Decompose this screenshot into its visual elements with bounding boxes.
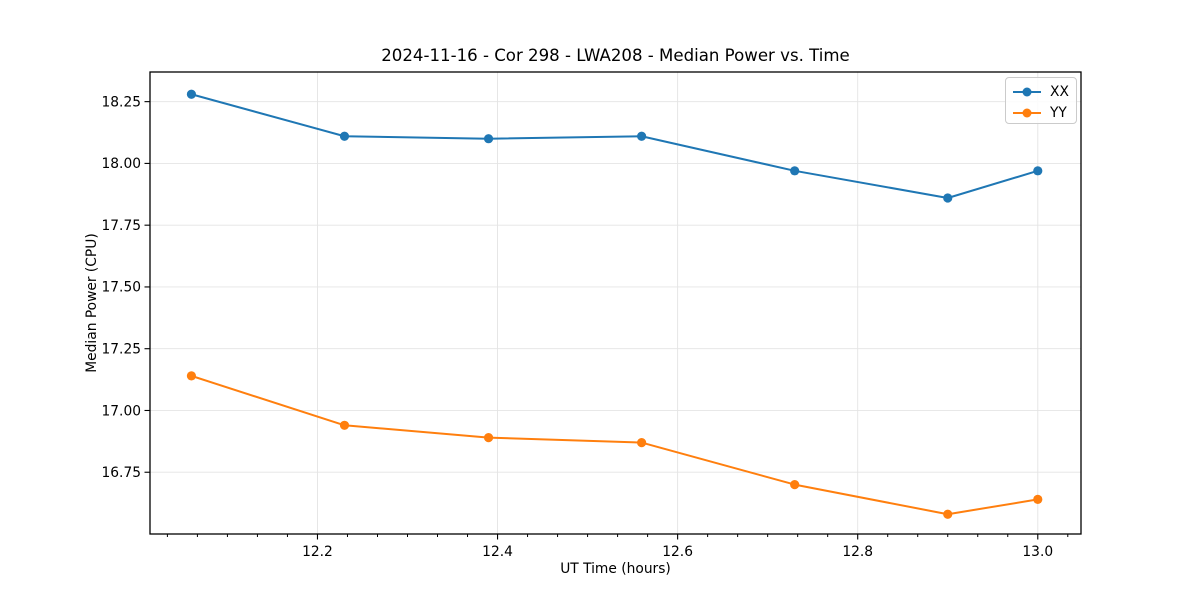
series-yy-line — [190, 374, 1039, 516]
series-xx-marker — [943, 193, 953, 203]
x-axis-label: UT Time (hours) — [560, 561, 671, 577]
series-yy-marker — [943, 509, 953, 519]
legend: XX YY — [1005, 77, 1077, 124]
legend-marker-xx — [1022, 87, 1032, 96]
series-xx-marker — [1033, 166, 1043, 176]
y-tick-label: 18.00 — [102, 156, 142, 172]
y-axis-label: Median Power (CPU) — [84, 233, 100, 373]
series-yy-marker — [790, 479, 800, 490]
series-xx-marker — [790, 166, 800, 176]
legend-label-xx: XX — [1050, 83, 1069, 100]
y-tick-label: 17.25 — [102, 342, 142, 358]
axes-frame — [149, 71, 1082, 535]
x-tick-label: 12.4 — [482, 544, 513, 560]
legend-item-yy: YY — [1012, 102, 1076, 123]
series-yy-marker — [186, 371, 197, 381]
legend-item-xx: XX — [1012, 81, 1076, 102]
legend-sample-xx-icon — [1013, 87, 1041, 96]
x-tick-label: 12.6 — [662, 544, 693, 560]
series-xx-line — [190, 93, 1039, 199]
x-tick-label: 12.2 — [302, 544, 333, 560]
y-tick-label: 17.50 — [102, 280, 142, 296]
y-tick-label: 18.25 — [102, 94, 142, 110]
legend-sample-yy-icon — [1013, 108, 1041, 117]
series-yy-marker — [339, 420, 350, 430]
y-tick-label: 17.75 — [102, 218, 142, 234]
y-tick-label: 17.00 — [102, 403, 142, 419]
series-yy-marker — [1033, 494, 1043, 505]
x-tick-label: 13.0 — [1022, 544, 1053, 560]
x-tick-label: 12.8 — [842, 544, 873, 560]
series-xx-marker — [339, 131, 350, 141]
series-xx-marker — [186, 89, 197, 99]
series-yy-marker — [483, 433, 494, 443]
series-xx-marker — [483, 134, 494, 144]
series-xx-marker — [637, 131, 647, 141]
series-yy-marker — [637, 437, 647, 448]
legend-marker-yy — [1022, 108, 1032, 117]
legend-label-yy: YY — [1050, 104, 1067, 121]
y-tick-label: 16.75 — [102, 465, 142, 481]
chart-title: 2024-11-16 - Cor 298 - LWA208 - Median P… — [381, 46, 850, 65]
